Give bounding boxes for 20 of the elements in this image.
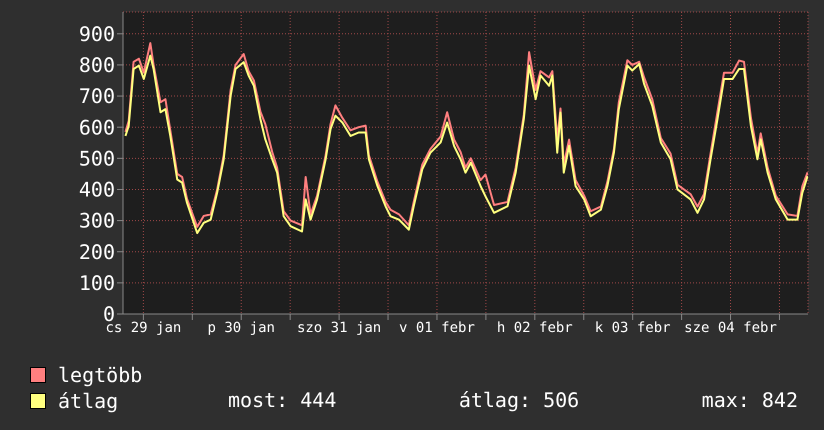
text: max: 842 (702, 388, 798, 412)
y-tick-label: 800 (78, 53, 115, 78)
y-tick-label: 200 (78, 240, 115, 264)
x-tick-label: p 30 jan (208, 320, 275, 336)
text: átlag: 506 (458, 388, 580, 412)
y-tick-label: 500 (78, 146, 115, 170)
y-tick-label: 600 (78, 115, 115, 140)
y-tick-label: 900 (78, 22, 115, 46)
x-tick-label: szo 31 jan (296, 320, 382, 336)
y-tick-label: 400 (78, 178, 115, 202)
x-tick-label: h 02 febr (496, 320, 573, 336)
y-tick-label: 100 (78, 270, 115, 295)
x-tick-label: v 01 febr (399, 320, 475, 336)
text: most: 444 (228, 388, 336, 412)
x-tick-label: sze 04 febr (684, 320, 777, 336)
y-tick-label: 700 (78, 84, 115, 108)
legend-label: átlag (58, 388, 118, 414)
y-tick-label: 300 (78, 208, 115, 233)
legend-label: legtöbb (58, 362, 142, 388)
x-tick-label: k 03 febr (594, 320, 671, 336)
